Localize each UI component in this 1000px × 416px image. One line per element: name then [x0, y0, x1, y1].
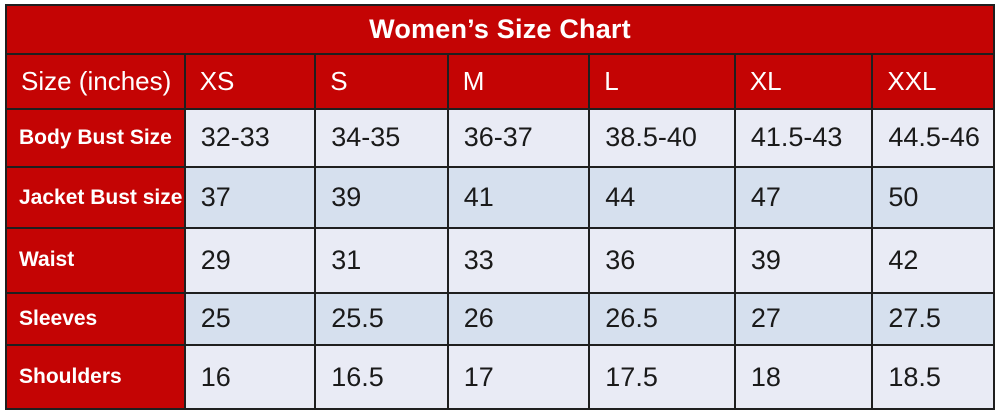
value-cell: 44.5-46: [871, 107, 995, 169]
value-cell: 37: [183, 166, 317, 229]
value-cell: 27.5: [871, 291, 995, 347]
row-label-waist: Waist: [5, 226, 186, 294]
header-s: S: [314, 53, 449, 110]
value-cell: 26: [446, 291, 591, 347]
value-cell: 31: [314, 226, 449, 294]
value-cell: 33: [446, 226, 591, 294]
row-label-body-bust-size: Body Bust Size: [5, 107, 186, 169]
header-m: M: [446, 53, 591, 110]
value-cell: 36: [588, 226, 736, 294]
size-chart-table: Women’s Size Chart Size (inches) XS S M …: [5, 3, 995, 410]
value-cell: 17.5: [588, 344, 736, 410]
value-cell: 18.5: [871, 344, 995, 410]
value-cell: 16.5: [314, 344, 449, 410]
value-cell: 42: [871, 226, 995, 294]
value-cell: 39: [733, 226, 874, 294]
header-l: L: [588, 53, 736, 110]
table-row-jacket-bust-size: Jacket Bust size 37 39 41 44 47 50: [5, 166, 995, 229]
row-label-jacket-bust-size: Jacket Bust size: [5, 166, 186, 229]
value-cell: 47: [733, 166, 874, 229]
value-cell: 50: [871, 166, 995, 229]
table-row-waist: Waist 29 31 33 36 39 42: [5, 226, 995, 294]
value-cell: 41: [446, 166, 591, 229]
table-row-shoulders: Shoulders 16 16.5 17 17.5 18 18.5: [5, 344, 995, 410]
value-cell: 41.5-43: [733, 107, 874, 169]
value-cell: 32-33: [183, 107, 317, 169]
value-cell: 38.5-40: [588, 107, 736, 169]
header-row: Size (inches) XS S M L XL XXL: [5, 53, 995, 110]
value-cell: 25: [183, 291, 317, 347]
title-row: Women’s Size Chart: [5, 3, 995, 56]
value-cell: 26.5: [588, 291, 736, 347]
row-label-sleeves: Sleeves: [5, 291, 186, 347]
header-xxl: XXL: [871, 53, 995, 110]
value-cell: 17: [446, 344, 591, 410]
value-cell: 44: [588, 166, 736, 229]
value-cell: 27: [733, 291, 874, 347]
value-cell: 36-37: [446, 107, 591, 169]
value-cell: 16: [183, 344, 317, 410]
table-row-sleeves: Sleeves 25 25.5 26 26.5 27 27.5: [5, 291, 995, 347]
header-xs: XS: [183, 53, 317, 110]
table-row-body-bust-size: Body Bust Size 32-33 34-35 36-37 38.5-40…: [5, 107, 995, 169]
value-cell: 39: [314, 166, 449, 229]
value-cell: 25.5: [314, 291, 449, 347]
value-cell: 29: [183, 226, 317, 294]
value-cell: 18: [733, 344, 874, 410]
row-label-shoulders: Shoulders: [5, 344, 186, 410]
value-cell: 34-35: [314, 107, 449, 169]
header-size-inches: Size (inches): [5, 53, 186, 110]
header-xl: XL: [733, 53, 874, 110]
chart-title: Women’s Size Chart: [5, 3, 995, 56]
